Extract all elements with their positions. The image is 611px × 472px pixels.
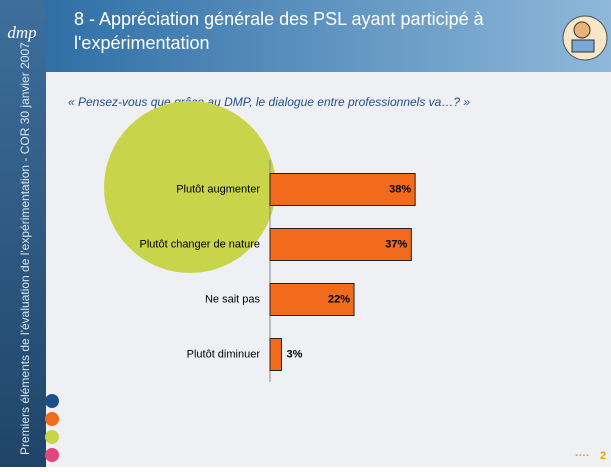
value-label: 38% bbox=[389, 183, 411, 195]
category-label: Plutôt augmenter bbox=[176, 183, 260, 195]
page-marker: ···· bbox=[575, 450, 590, 462]
category-label: Plutôt changer de nature bbox=[140, 238, 260, 250]
sidebar-text: Premiers éléments de l'évaluation de l'e… bbox=[18, 42, 32, 455]
title-line: l'expérimentation bbox=[74, 33, 210, 53]
page-number: 2 bbox=[600, 450, 606, 462]
bar bbox=[270, 339, 281, 371]
category-label: Plutôt diminuer bbox=[187, 348, 261, 360]
logo: dmp bbox=[7, 23, 36, 42]
category-label: Ne sait pas bbox=[205, 293, 261, 305]
value-label: 3% bbox=[286, 348, 302, 360]
value-label: 22% bbox=[328, 293, 350, 305]
value-label: 37% bbox=[385, 238, 407, 250]
subtitle: « Pensez-vous que grâce au DMP, le dialo… bbox=[68, 95, 470, 109]
icon bbox=[563, 16, 607, 60]
title-line: 8 - Appréciation générale des PSL ayant … bbox=[74, 9, 485, 29]
slide: dmp Premiers éléments de l'évaluation de… bbox=[0, 0, 611, 467]
